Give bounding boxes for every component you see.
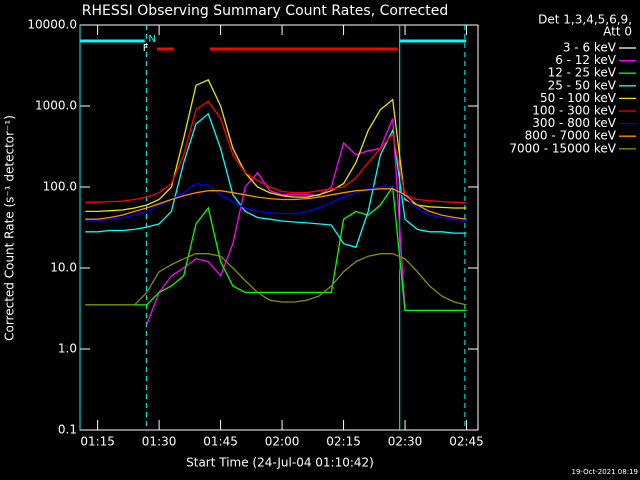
plot-frame [79, 24, 479, 431]
x-tick-label: 01:30 [142, 435, 177, 449]
legend-label: 300 - 800 keV [532, 116, 616, 130]
x-tick-label: 02:00 [265, 435, 300, 449]
x-tick-label: 01:15 [80, 435, 115, 449]
legend-title: Det 1,3,4,5,6,9, [538, 13, 632, 27]
y-tick-label: 10.0 [50, 261, 77, 275]
flare-intervals [157, 47, 174, 51]
legend-label: 6 - 12 keV [555, 53, 617, 67]
x-tick-label: 02:30 [388, 435, 423, 449]
y-tick-label: 100.0 [43, 180, 77, 194]
marker-label: N [148, 34, 155, 45]
legend-label: 3 - 6 keV [563, 41, 617, 55]
x-tick-label: 02:15 [326, 435, 361, 449]
x-tick-label: 01:45 [203, 435, 238, 449]
series-line [85, 79, 467, 213]
legend-label: 50 - 100 keV [540, 91, 617, 105]
series-line [85, 185, 467, 312]
y-tick-label: 1.0 [58, 342, 77, 356]
flare-intervals [209, 47, 398, 51]
x-tick-label: 02:45 [449, 435, 484, 449]
footer: 19-Oct-2021 08:19 [572, 468, 638, 476]
y-tick-label: 10000.0 [27, 18, 77, 32]
chart-title: RHESSI Observing Summary Count Rates, Co… [82, 3, 448, 19]
legend-label: 12 - 25 keV [548, 66, 617, 80]
series-line [85, 112, 467, 249]
series-line [85, 182, 467, 222]
y-axis-label: Corrected Count Rate (s⁻¹ detector⁻¹) [3, 115, 17, 341]
series-line [85, 188, 467, 220]
x-axis-label: Start Time (24-Jul-04 01:10:42) [186, 456, 374, 470]
night-intervals [80, 39, 145, 43]
night-intervals [399, 39, 467, 43]
legend-label: 7000 - 15000 keV [509, 141, 616, 155]
series-line [85, 100, 467, 204]
legend-label: 100 - 300 keV [532, 104, 616, 118]
series-line [85, 253, 467, 306]
legend-label: 25 - 50 keV [548, 78, 617, 92]
y-tick-label: 0.1 [58, 423, 77, 437]
legend-label: 800 - 7000 keV [525, 129, 617, 143]
y-tick-label: 1000.0 [35, 99, 77, 113]
legend-title: Att 0 [603, 25, 632, 39]
series-line [146, 118, 406, 325]
marker-label: F [143, 43, 149, 54]
